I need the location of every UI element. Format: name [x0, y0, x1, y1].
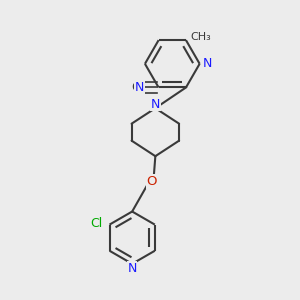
- Text: N: N: [135, 81, 144, 94]
- Text: O: O: [146, 175, 157, 188]
- Text: Cl: Cl: [91, 217, 103, 230]
- Text: C: C: [131, 81, 140, 94]
- Text: N: N: [151, 98, 160, 111]
- Text: N: N: [128, 262, 137, 275]
- Text: N: N: [203, 57, 213, 70]
- Text: CH₃: CH₃: [190, 32, 211, 42]
